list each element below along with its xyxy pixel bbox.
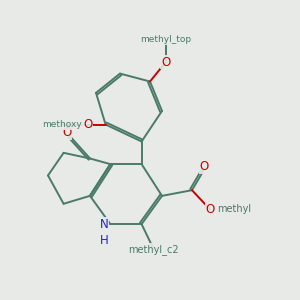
Text: N: N xyxy=(100,218,109,231)
Text: O: O xyxy=(62,126,71,139)
Text: methyl_c2: methyl_c2 xyxy=(128,244,179,254)
Text: O: O xyxy=(200,160,208,173)
Text: methoxy: methoxy xyxy=(43,120,82,129)
Text: O: O xyxy=(206,203,214,216)
Text: methyl_top: methyl_top xyxy=(140,35,191,44)
Text: O: O xyxy=(83,118,92,131)
Text: O: O xyxy=(161,56,170,69)
Text: H: H xyxy=(100,234,109,247)
Text: methyl: methyl xyxy=(217,204,251,214)
